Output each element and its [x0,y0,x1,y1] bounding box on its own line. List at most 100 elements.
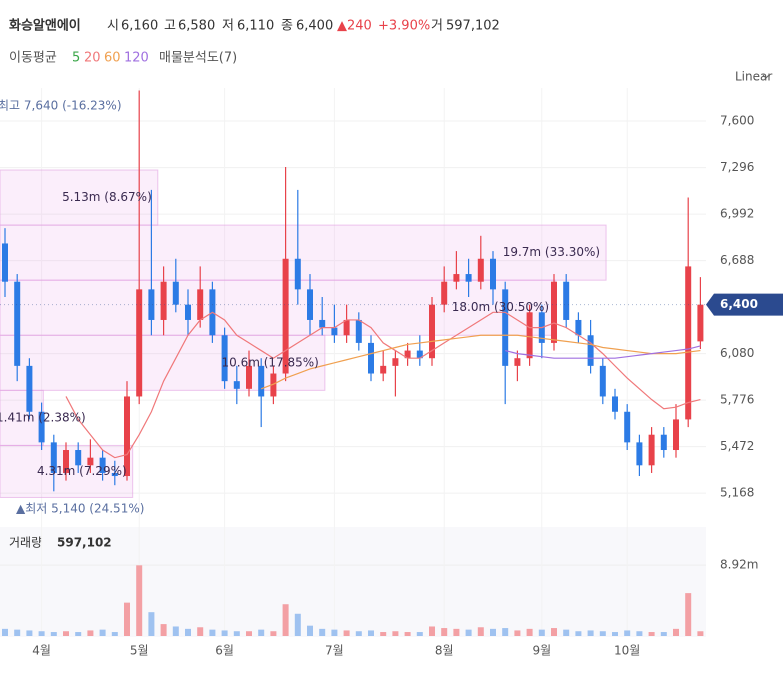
candle-body [111,472,118,477]
volume-bar [697,631,704,636]
volume-bar [282,604,289,636]
volume-bar [87,630,94,636]
candle-body [526,312,533,359]
volume-bar [209,629,216,636]
x-tick-label: 6월 [215,644,234,658]
candle-body [612,396,618,412]
candle-body [233,381,240,389]
candle-body [270,373,277,397]
volume-bar [294,613,301,636]
candle-body [380,365,387,374]
volume-bar [612,632,618,636]
volume-bar [538,629,545,636]
volume-bar [2,628,8,636]
close-label: 종 [281,19,293,34]
y-tick-label: 5,472 [720,439,754,453]
candle-body [172,281,179,305]
candle-body [453,274,460,282]
candle-body [624,411,631,443]
candle-body [636,442,643,466]
volume-pane-value: 597,102 [57,536,112,550]
candle-body [514,358,521,366]
volume-bar [636,631,643,636]
y-tick-label: 5,776 [720,393,754,407]
volume-profile-label: 1.41m (2.38%) [0,410,86,424]
candle-body [477,258,484,282]
volume-profile-box [0,279,556,336]
volume-pane-label: 거래량 [9,536,42,550]
volume-bar [575,631,582,636]
candle-body [319,319,326,328]
candle-body [185,304,191,320]
candle-body [2,243,8,282]
low: 6,110 [237,19,274,34]
candle-body [63,450,69,473]
volume-bar [63,631,69,636]
volume-bar [221,630,228,636]
candle-body [99,457,106,473]
analysis-label[interactable]: 매물분석도(7) [159,51,237,66]
min-label: ▲최저 5,140 (24.51%) [16,502,144,516]
y-tick-label: 6,688 [720,253,754,267]
volume-bar [660,632,667,636]
candle-body [124,396,130,477]
last-price-label: 6,400 [720,297,758,311]
volume-bar [124,602,130,636]
change-pct: +3.90% [378,19,430,34]
candle-body [87,457,94,466]
volume-profile-box [0,389,44,446]
candle-body [14,281,21,366]
x-tick-label: 8월 [435,644,454,658]
volume-bar [172,626,179,636]
x-tick-label: 7월 [325,644,344,658]
volume-bar [490,628,496,636]
volume-bar [563,629,570,636]
candle-body [673,419,679,451]
volume-bar [233,631,240,636]
scale-select[interactable]: Linear [735,70,772,84]
volume-bar [307,625,313,636]
volume-bar [26,630,33,636]
volume-bar [14,629,21,636]
candle-body [294,258,301,290]
volume-profile-label: 4.31m (7.29%) [37,464,127,478]
candle-body [587,335,594,366]
volume-bar [319,628,326,636]
ma-period: 20 [84,51,101,66]
x-tick-label: 10월 [614,644,640,658]
candle-body [575,319,582,336]
volume-bar [343,630,350,636]
volume-bar [160,624,167,636]
dropdown-arrow[interactable] [762,74,770,79]
volume-bar [38,631,45,636]
volume-bar [514,630,521,636]
volume-profile-box [0,169,159,226]
volume-bar [685,593,692,636]
ma-label: 이동평균 [9,51,57,66]
candle-body [221,335,228,382]
candle-body [75,450,82,466]
volume-bar [50,632,57,636]
volume-bar [624,630,631,636]
max-label: 최고 7,640 (-16.23%) [0,99,122,113]
x-tick-label: 5월 [130,644,149,658]
volume-profile-box [0,224,607,281]
candle-body [441,281,448,305]
volume-bar [441,628,448,636]
volume-bar [429,626,435,636]
volume-bar [502,628,509,636]
candle-body [197,289,204,320]
volume-profile-label: 19.7m (33.30%) [503,245,600,259]
y-tick-label: 6,992 [720,207,754,221]
x-tick-label: 9월 [532,644,551,658]
volume-bar [331,629,338,636]
volume-bar [136,565,143,636]
y-tick-label: 7,296 [720,160,754,174]
x-tick-label: 4월 [32,644,51,658]
volume-bar [75,632,82,636]
volume-bar [392,631,399,636]
volume-bar [526,628,533,636]
candle-body [392,358,399,366]
volume-profile-label: 10.6m (17.85%) [222,355,319,369]
